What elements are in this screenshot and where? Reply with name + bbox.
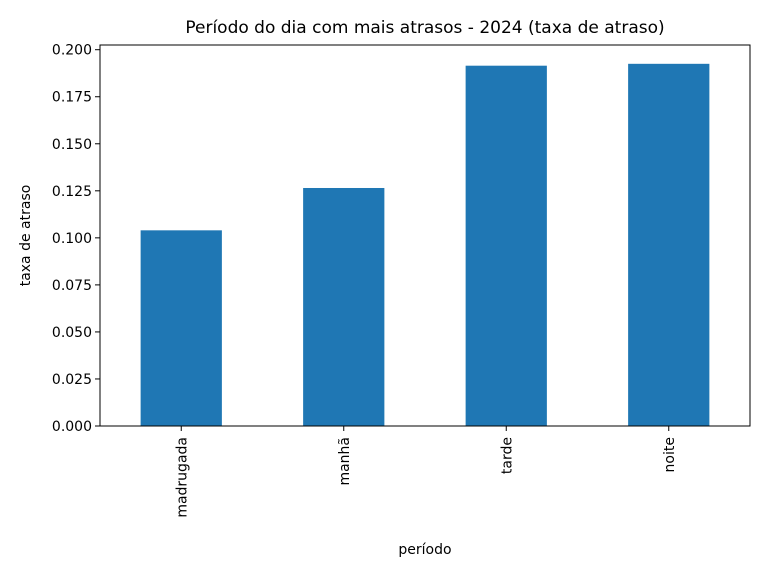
y-tick-label: 0.000 (52, 419, 92, 435)
y-tick-label: 0.200 (52, 43, 92, 59)
bar-manhã (303, 187, 385, 426)
y-axis: 0.000 0.025 0.050 0.075 0.100 0.125 0.150 0.175… (52, 43, 100, 435)
y-tick-label: 0.100 (52, 231, 92, 247)
bar-madrugada (140, 230, 222, 426)
bars-group (140, 63, 710, 427)
y-tick-label: 0.175 (52, 90, 92, 106)
x-tick-label: tarde (499, 437, 515, 474)
y-axis-label: taxa de atraso (18, 185, 34, 287)
x-tick-label: madrugada (174, 437, 190, 518)
plot-frame (99, 44, 751, 427)
y-tick-label: 0.025 (52, 372, 92, 388)
bar-noite (628, 63, 710, 426)
x-axis-label: período (398, 542, 451, 558)
y-tick-label: 0.150 (52, 137, 92, 153)
x-axis: madrugada manhã tarde noite (174, 426, 678, 518)
x-tick-label: noite (662, 437, 678, 472)
bar-tarde (465, 65, 547, 427)
y-tick-label: 0.125 (52, 184, 92, 200)
chart-title: Período do dia com mais atrasos - 2024 (… (185, 18, 664, 38)
y-tick-label: 0.075 (52, 278, 92, 294)
x-tick-label: manhã (337, 437, 353, 486)
y-tick-label: 0.050 (52, 325, 92, 341)
